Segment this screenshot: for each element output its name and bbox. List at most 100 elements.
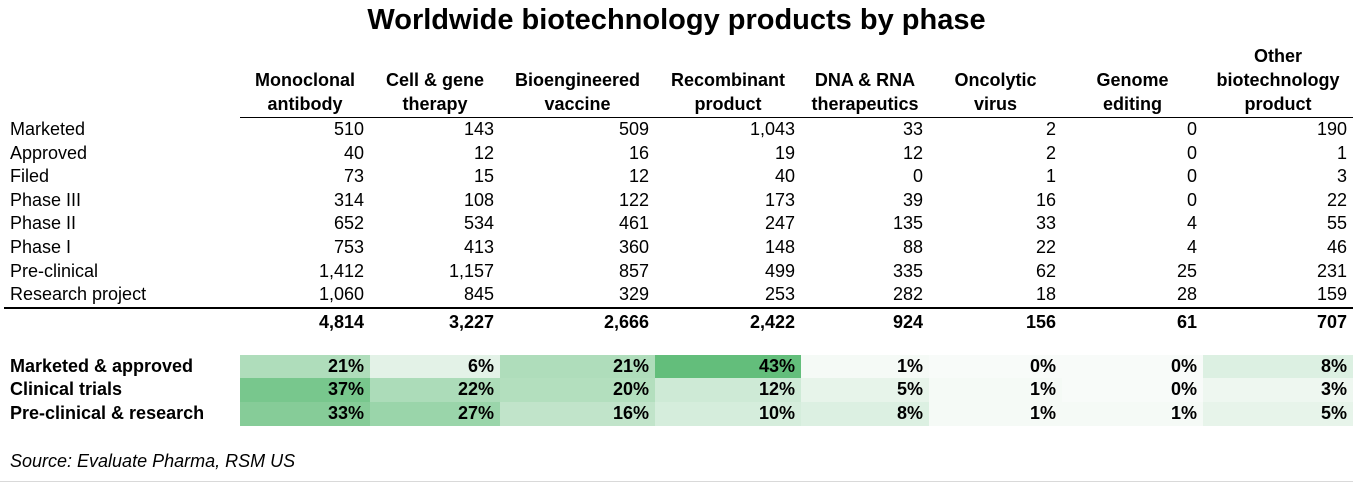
total-cell: 156: [929, 306, 1062, 335]
value-cell: 159: [1316, 284, 1347, 305]
spacer-cell: [4, 335, 1353, 355]
value-cell: 314: [333, 189, 364, 210]
value-cell: 329: [618, 284, 649, 305]
value-cell: 499: [764, 260, 795, 281]
table-row: Filed 73 15 12 40 0 1 0 3: [4, 165, 1353, 189]
value-cell: 247: [764, 213, 795, 234]
table-row: Marketed 510 143 509 1,043 33 2 0 190: [4, 116, 1353, 142]
value-cell: 753: [333, 236, 364, 257]
percent-row-label: Pre-clinical & research: [10, 402, 205, 423]
column-header: Genome editing: [1096, 70, 1169, 114]
phase-count-rows: Marketed 510 143 509 1,043 33 2 0 190 Approved 40 1…: [4, 116, 1353, 308]
value-cell: 335: [892, 260, 923, 281]
table-row: Approved 40 12 16 19 12 2 0 1: [4, 142, 1353, 166]
row-label: Phase III: [10, 189, 82, 210]
row-label: Phase I: [10, 236, 72, 257]
source-note: Source: Evaluate Pharma, RSM US: [10, 451, 296, 471]
column-header: Monoclonal antibody: [255, 70, 355, 114]
value-cell: 135: [892, 213, 923, 234]
percent-row: Clinical trials 37% 22% 20% 12% 5% 1% 0% 3%: [4, 378, 1353, 402]
percent-cell: 0%: [1062, 378, 1203, 402]
value-cell: 0: [912, 166, 923, 187]
value-cell: 122: [618, 189, 649, 210]
value-cell: 360: [618, 236, 649, 257]
value-cell: 282: [892, 284, 923, 305]
value-cell: 4: [1186, 236, 1197, 257]
row-label: Marketed: [10, 118, 86, 139]
percent-cell: 27%: [370, 401, 500, 426]
value-cell: 55: [1326, 213, 1347, 234]
percent-cell: 0%: [929, 354, 1062, 379]
percent-cell: 5%: [801, 378, 929, 402]
value-cell: 173: [764, 189, 795, 210]
table-row: Phase III 314 108 122 173 39 16 0 22: [4, 189, 1353, 213]
value-cell: 12: [473, 142, 494, 163]
column-header: Recombinant product: [670, 70, 785, 114]
value-cell: 15: [473, 166, 494, 187]
value-cell: 88: [902, 236, 923, 257]
value-cell: 33: [1035, 213, 1056, 234]
percent-cell: 22%: [370, 378, 500, 402]
percent-cell: 6%: [370, 354, 500, 379]
value-cell: 190: [1203, 116, 1353, 142]
percent-cell: 8%: [1203, 354, 1353, 379]
value-cell: 18: [1035, 284, 1056, 305]
value-cell: 22: [1326, 189, 1347, 210]
value-cell: 1: [1045, 166, 1056, 187]
percent-cell: 21%: [240, 354, 370, 379]
value-cell: 108: [463, 189, 494, 210]
value-cell: 413: [463, 236, 494, 257]
value-cell: 28: [1176, 284, 1197, 305]
value-cell: 1,412: [318, 260, 364, 281]
row-label: Phase II: [10, 213, 77, 234]
bottom-divider: [0, 481, 1353, 482]
value-cell: 4: [1186, 213, 1197, 234]
percent-cell: 10%: [655, 401, 801, 426]
totals-row: 4,814 3,227 2,666 2,422 924 156 61 707: [4, 306, 1353, 335]
percent-cell: 43%: [655, 354, 801, 379]
value-cell: 0: [1186, 142, 1197, 163]
value-cell: 73: [343, 166, 364, 187]
value-cell: 25: [1176, 260, 1197, 281]
column-header: Other biotechnology product: [1216, 46, 1340, 114]
total-cell: 2,666: [500, 306, 655, 335]
value-cell: 40: [774, 166, 795, 187]
percent-cell: 5%: [1203, 401, 1353, 426]
value-cell: 2: [1045, 142, 1056, 163]
total-cell: 3,227: [370, 306, 500, 335]
percent-row-label: Clinical trials: [10, 379, 123, 400]
table-row: Phase I 753 413 360 148 88 22 4 46: [4, 236, 1353, 260]
percent-cell: 33%: [240, 401, 370, 426]
value-cell: 3: [1336, 166, 1347, 187]
percent-cell: 1%: [801, 354, 929, 379]
value-cell: 2: [929, 116, 1062, 142]
table-row: Research project 1,060 845 329 253 282 18 28 159: [4, 283, 1353, 308]
percent-cell: 12%: [655, 378, 801, 402]
percent-row: Marketed & approved 21% 6% 21% 43% 1% 0% 0% 8%: [4, 354, 1353, 379]
percent-cell: 20%: [500, 378, 655, 402]
value-cell: 652: [333, 213, 364, 234]
table-row: Phase II 652 534 461 247 135 33 4 55: [4, 212, 1353, 236]
value-cell: 857: [618, 260, 649, 281]
row-label: Filed: [10, 166, 50, 187]
value-cell: 1,043: [655, 116, 801, 142]
percent-cell: 1%: [929, 378, 1062, 402]
value-cell: 19: [774, 142, 795, 163]
value-cell: 143: [370, 116, 500, 142]
biotech-products-table: Monoclonal antibody Cell & gene therapy Bi…: [4, 44, 1353, 426]
value-cell: 12: [628, 166, 649, 187]
value-cell: 33: [801, 116, 929, 142]
total-cell: 4,814: [240, 306, 370, 335]
value-cell: 148: [764, 236, 795, 257]
value-cell: 1: [1336, 142, 1347, 163]
value-cell: 845: [463, 284, 494, 305]
value-cell: 40: [343, 142, 364, 163]
total-cell: 707: [1203, 306, 1353, 335]
column-header-row: Monoclonal antibody Cell & gene therapy Bi…: [4, 44, 1353, 118]
percent-cell: 21%: [500, 354, 655, 379]
value-cell: 16: [628, 142, 649, 163]
value-cell: 461: [618, 213, 649, 234]
total-cell: 924: [801, 306, 929, 335]
value-cell: 231: [1316, 260, 1347, 281]
value-cell: 534: [463, 213, 494, 234]
